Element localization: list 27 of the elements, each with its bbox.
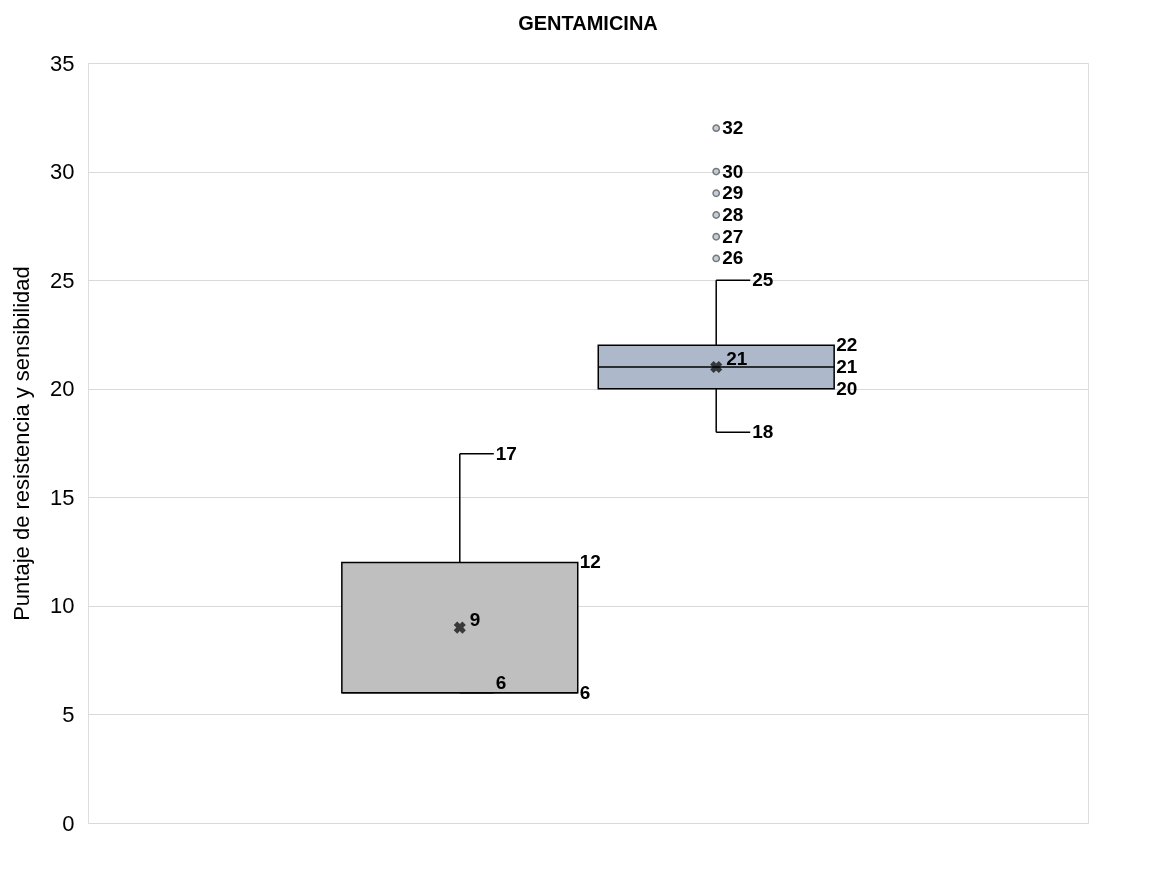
chart-title: GENTAMICINA (518, 12, 658, 34)
annotation: 30 (722, 160, 744, 182)
annotation: 22 (836, 334, 858, 356)
y-axis-title: Puntaje de resistencia y sensibilidad (9, 266, 35, 621)
annotation: 9 (469, 608, 481, 630)
y-tick-label: 15 (50, 484, 75, 510)
annotation: 25 (752, 269, 774, 291)
y-tick-label: 5 (62, 701, 75, 727)
y-tick-label: 30 (50, 159, 75, 185)
annotation: 26 (722, 247, 744, 269)
annotation: 12 (579, 551, 601, 573)
annotation: 29 (722, 182, 744, 204)
annotation: 6 (579, 681, 591, 703)
y-tick-label: 20 (50, 376, 75, 402)
annotation: 17 (495, 442, 517, 464)
annotation: 21 (726, 348, 748, 369)
y-tick-label: 25 (50, 267, 75, 293)
annotation: 28 (722, 204, 744, 225)
y-tick-label: 10 (50, 593, 75, 619)
annotation: 27 (722, 225, 744, 247)
y-tick-label: 0 (62, 810, 75, 836)
annotation: 20 (836, 377, 858, 399)
y-tick-label: 35 (50, 50, 75, 76)
annotation: 32 (722, 117, 744, 139)
annotation: 6 (495, 671, 507, 693)
annotation: 18 (752, 421, 774, 443)
annotation: 21 (836, 356, 858, 377)
